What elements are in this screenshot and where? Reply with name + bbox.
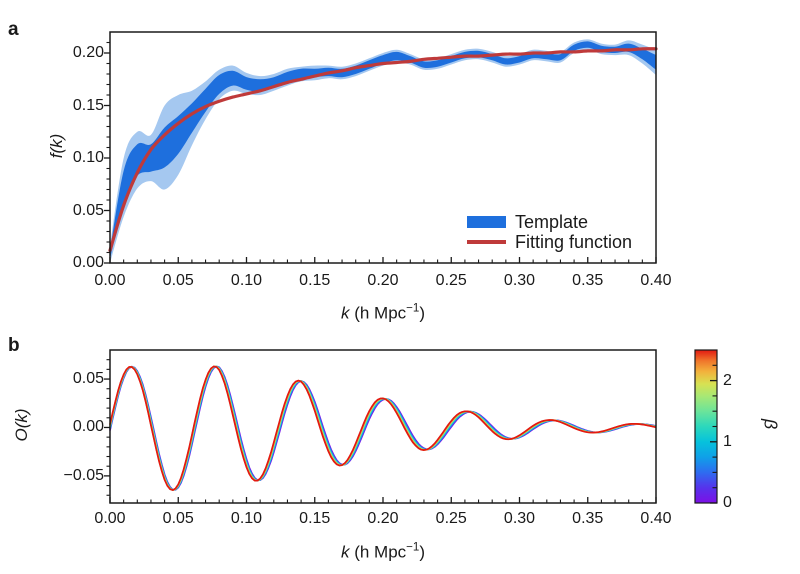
panel-a-x-tick-label: 0.05 <box>162 272 194 289</box>
legend: Template Fitting function <box>467 212 632 252</box>
x-label-unit-close: ) <box>419 303 426 323</box>
colorbar-label: β <box>760 418 781 430</box>
x-label-unit: (h Mpc <box>349 542 407 562</box>
panel-b-y-axis-label: O(k) <box>12 408 31 442</box>
panel-a-y-tick-label: 0.00 <box>72 254 104 271</box>
panel-b-x-axis-label: k (h Mpc−1) <box>341 542 425 563</box>
panel-b-x-tick-label: 0.10 <box>230 510 263 527</box>
x-label-unit-close: ) <box>419 542 426 562</box>
legend-swatch-fitting-function <box>467 240 506 244</box>
panel-b-x-tick-label: 0.30 <box>503 510 536 527</box>
panel-b-y-tick-label: 0.00 <box>72 418 104 436</box>
panel-a-x-tick-label: 0.10 <box>230 272 263 289</box>
legend-row-fitting-function: Fitting function <box>467 232 632 252</box>
panel-a-x-tick-label: 0.40 <box>640 272 672 289</box>
panel-b-x-tick-label: 0.15 <box>299 510 331 527</box>
x-label-unit: (h Mpc <box>349 303 407 323</box>
x-label-exponent: −1 <box>406 541 420 554</box>
panel-a-x-tick-label: 0.00 <box>94 272 126 289</box>
panel-b-x-tick-label: 0.05 <box>162 510 194 527</box>
panel-b-x-tick-label: 0.35 <box>572 510 604 527</box>
panel-b-letter: b <box>8 335 20 356</box>
x-label-variable: k <box>340 542 350 562</box>
panel-a-x-tick-label: 0.25 <box>435 272 467 289</box>
x-label-exponent: −1 <box>406 302 420 315</box>
panel-b-x-tick-label: 0.00 <box>94 510 126 527</box>
panel-a-letter: a <box>8 19 19 40</box>
panel-a-x-axis-label: k (h Mpc−1) <box>341 303 425 324</box>
panel-b-x-tick-label: 0.25 <box>435 510 467 527</box>
panel-b-x-tick-label: 0.40 <box>640 510 672 527</box>
panel-a-y-tick-label: 0.20 <box>72 44 104 61</box>
panel-b-x-tick-label: 0.20 <box>367 510 399 527</box>
legend-label-template: Template <box>515 212 589 232</box>
panel-a-y-tick-label: 0.15 <box>72 96 104 114</box>
legend-swatch-template <box>467 216 506 228</box>
legend-label-fitting-function: Fitting function <box>515 232 633 252</box>
panel-a-x-tick-label: 0.15 <box>299 272 331 289</box>
panel-a-y-tick-label: 0.05 <box>72 201 104 219</box>
panel-a-y-axis-label: f(k) <box>47 133 66 159</box>
colorbar-tick-label: 0 <box>723 494 732 511</box>
colorbar-tick-label: 2 <box>723 371 732 389</box>
panel-a-x-tick-label: 0.20 <box>367 272 399 289</box>
panel-a-y-tick-label: 0.10 <box>72 149 104 166</box>
panel-a-x-tick-label: 0.35 <box>572 272 604 289</box>
colorbar-tick-label: 1 <box>723 432 732 450</box>
panel-b-y-tick-label: 0.05 <box>72 370 104 388</box>
legend-row-template: Template <box>467 212 632 232</box>
x-label-variable: k <box>340 303 350 323</box>
panel-b-y-tick-label: −0.05 <box>63 466 104 484</box>
panel-a-x-tick-label: 0.30 <box>503 272 536 289</box>
